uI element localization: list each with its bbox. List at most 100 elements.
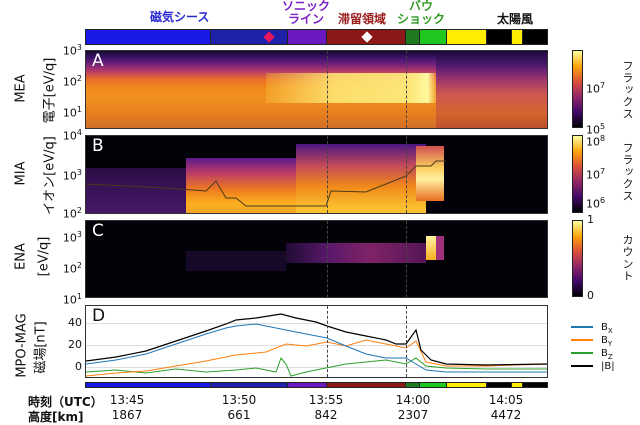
dashed-line-1355 (327, 136, 328, 213)
region-seg-sw-yellow-1 (447, 30, 487, 44)
panel-c-ena-spectrogram: C (85, 220, 548, 298)
panel-a-ytick: 103 (62, 43, 82, 58)
legend-bx: BX (571, 322, 613, 337)
panel-d-lines (86, 313, 547, 377)
panel-c-colorbar (572, 220, 583, 297)
panel-a-solar-wind-region (436, 51, 547, 128)
panel-c-cbar-tick: 0 (587, 289, 594, 302)
region-label-magnetosheath: 磁気シース (150, 10, 210, 24)
panel-c-ytick: 103 (62, 230, 82, 245)
b-magnitude-line (86, 313, 547, 366)
panel-a-colorbar (572, 50, 583, 128)
panel-b-cbar-tick: 108 (586, 134, 606, 149)
panel-c-letter: C (92, 221, 104, 241)
dashed-line-1355 (327, 221, 328, 297)
altitude-tick: 2307 (397, 408, 429, 422)
region-seg-bs-dark (406, 383, 420, 387)
region-label-solar-wind: 太陽風 (497, 12, 534, 26)
panel-a-ylabel-instrument: MEA (13, 74, 29, 103)
time-tick: 14:05 (488, 393, 524, 407)
panel-d-ytick: 40 (68, 316, 82, 329)
panel-c-cbar-tick: 1 (587, 213, 594, 226)
region-seg-sonic (288, 383, 327, 387)
panel-d-letter: D (92, 306, 106, 326)
panel-d-ytick: 20 (68, 338, 82, 351)
grid-line (86, 323, 547, 324)
panel-b-ytick: 102 (62, 206, 82, 221)
panel-a-letter: A (92, 51, 104, 71)
by-line (86, 339, 547, 377)
time-tick: 13:55 (308, 393, 344, 407)
panel-c-ylabel-instrument: ENA (13, 243, 29, 270)
region-seg-sheath-2 (211, 383, 288, 387)
dashed-line-1400 (406, 221, 407, 297)
panel-c-ena-faint (186, 251, 286, 271)
altitude-axis-label: 高度[km] (28, 410, 84, 424)
altitude-tick: 842 (314, 408, 338, 422)
region-seg-bs-green (420, 30, 447, 44)
panel-c-ytick: 101 (62, 292, 82, 307)
panel-c-ena-band (286, 243, 426, 263)
region-seg-sheath-1 (86, 383, 211, 387)
region-seg-bs-dark (406, 30, 420, 44)
region-seg-sw-yellow-2 (512, 383, 523, 387)
panel-a-electron-spectrogram: A (85, 50, 548, 129)
bottom-region-bar (85, 382, 548, 388)
panel-b-cbar-title: フラックス (621, 142, 634, 202)
panel-a-cbar-title: フラックス (621, 60, 634, 120)
panel-b-extended-region (296, 144, 426, 213)
region-seg-sw-black-2 (523, 383, 547, 387)
dashed-line-1400 (406, 306, 407, 377)
panel-c-ytick: 102 (62, 261, 82, 276)
region-seg-stagnation (327, 383, 406, 387)
time-tick: 13:45 (109, 393, 145, 407)
region-seg-sw-yellow-2 (512, 30, 523, 44)
panel-b-ion-spectrogram: B (85, 135, 548, 214)
legend-by: BY (571, 335, 612, 350)
time-axis-label: 時刻（UTC） (28, 395, 103, 409)
panel-b-ytick: 104 (62, 128, 82, 143)
panel-a-ytick: 101 (62, 105, 82, 120)
legend-b-magnitude: |B| (571, 361, 615, 373)
region-seg-sheath-1 (86, 30, 211, 44)
b-magnitude-legend-swatch (571, 365, 593, 367)
dashed-line-1400 (406, 51, 407, 128)
legend-bz: BZ (571, 348, 613, 363)
region-seg-sheath-2 (211, 30, 288, 44)
panel-a-cbar-tick: 107 (586, 81, 606, 96)
panel-a-ytick: 102 (62, 74, 82, 89)
altitude-tick: 1867 (111, 408, 143, 422)
panel-a-cbar-tick: 105 (586, 122, 606, 137)
panel-b-bow-shock-peak (416, 146, 444, 201)
region-seg-sw-black-2 (523, 30, 547, 44)
region-seg-sw-yellow-1 (447, 383, 487, 387)
panel-c-ena-peak-halo (436, 236, 444, 260)
dashed-line-1355 (327, 306, 328, 377)
panel-d-ytick: 0 (75, 360, 82, 373)
region-seg-sw-black-1 (487, 383, 512, 387)
region-label-bow-shock: バウ ショック (397, 0, 446, 26)
panel-c-cbar-title: カウント (621, 234, 634, 282)
panel-b-cbar-tick: 107 (586, 167, 606, 182)
dashed-line-1400 (406, 136, 407, 213)
by-legend-swatch (571, 339, 593, 341)
bz-line (86, 357, 547, 377)
panel-a-bright-region (266, 73, 436, 103)
panel-d-magnetic-field-plot: D (85, 305, 548, 378)
altitude-tick: 4472 (490, 408, 522, 422)
bz-legend-swatch (571, 352, 593, 354)
panel-d-ylabel-instrument: MPO-MAG (14, 313, 30, 378)
time-tick: 14:00 (395, 393, 431, 407)
grid-line (86, 367, 547, 368)
region-label-sonic-line: ソニック ライン (282, 0, 331, 26)
panel-b-mean-energy-trace (86, 160, 446, 207)
grid-line (86, 345, 547, 346)
time-tick: 13:50 (221, 393, 257, 407)
region-seg-bs-green (420, 383, 447, 387)
bx-line (86, 323, 547, 373)
panel-b-cbar-tick: 106 (586, 196, 606, 211)
dashed-line-1355 (327, 51, 328, 128)
region-label-stagnation: 滞留領域 (338, 12, 387, 26)
panel-b-ytick: 103 (62, 168, 82, 183)
panel-c-ena-peak (426, 236, 436, 260)
